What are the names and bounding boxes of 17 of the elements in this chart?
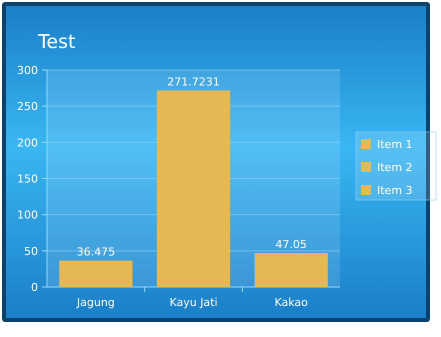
- data-label: 36.475: [76, 246, 116, 259]
- legend-label: Item 3: [377, 184, 413, 197]
- y-tick-label: 150: [17, 172, 38, 186]
- x-tick-label: Kayu Jati: [169, 296, 218, 309]
- chart-title: Test: [37, 31, 76, 53]
- x-tick-label: Jagung: [76, 296, 115, 309]
- legend-label: Item 2: [377, 161, 413, 174]
- x-tick-label: Kakao: [274, 296, 308, 309]
- data-label: 47.05: [275, 238, 307, 251]
- y-tick-label: 250: [17, 100, 38, 114]
- y-tick-label: 100: [17, 208, 38, 222]
- y-tick-label: 200: [17, 136, 38, 150]
- y-tick-label: 0: [31, 281, 38, 294]
- y-tick-label: 300: [17, 64, 38, 77]
- y-tick-label: 50: [24, 244, 38, 258]
- legend-label: Item 1: [377, 138, 413, 151]
- data-label: 271.7231: [167, 75, 220, 88]
